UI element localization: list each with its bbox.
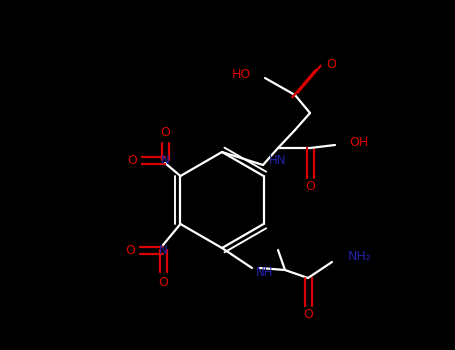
Text: O: O [125,244,135,257]
Text: O: O [326,58,336,71]
Text: HN: HN [269,154,287,167]
Text: O: O [303,308,313,321]
Text: NH₂: NH₂ [348,251,372,264]
Text: O: O [158,275,168,288]
Text: N: N [161,154,169,167]
Text: N: N [159,244,167,257]
Text: O: O [160,126,170,140]
Text: NH: NH [256,266,273,280]
Text: HO: HO [232,69,251,82]
Text: O: O [127,154,137,167]
Text: OH: OH [349,135,368,148]
Text: O: O [305,180,315,193]
